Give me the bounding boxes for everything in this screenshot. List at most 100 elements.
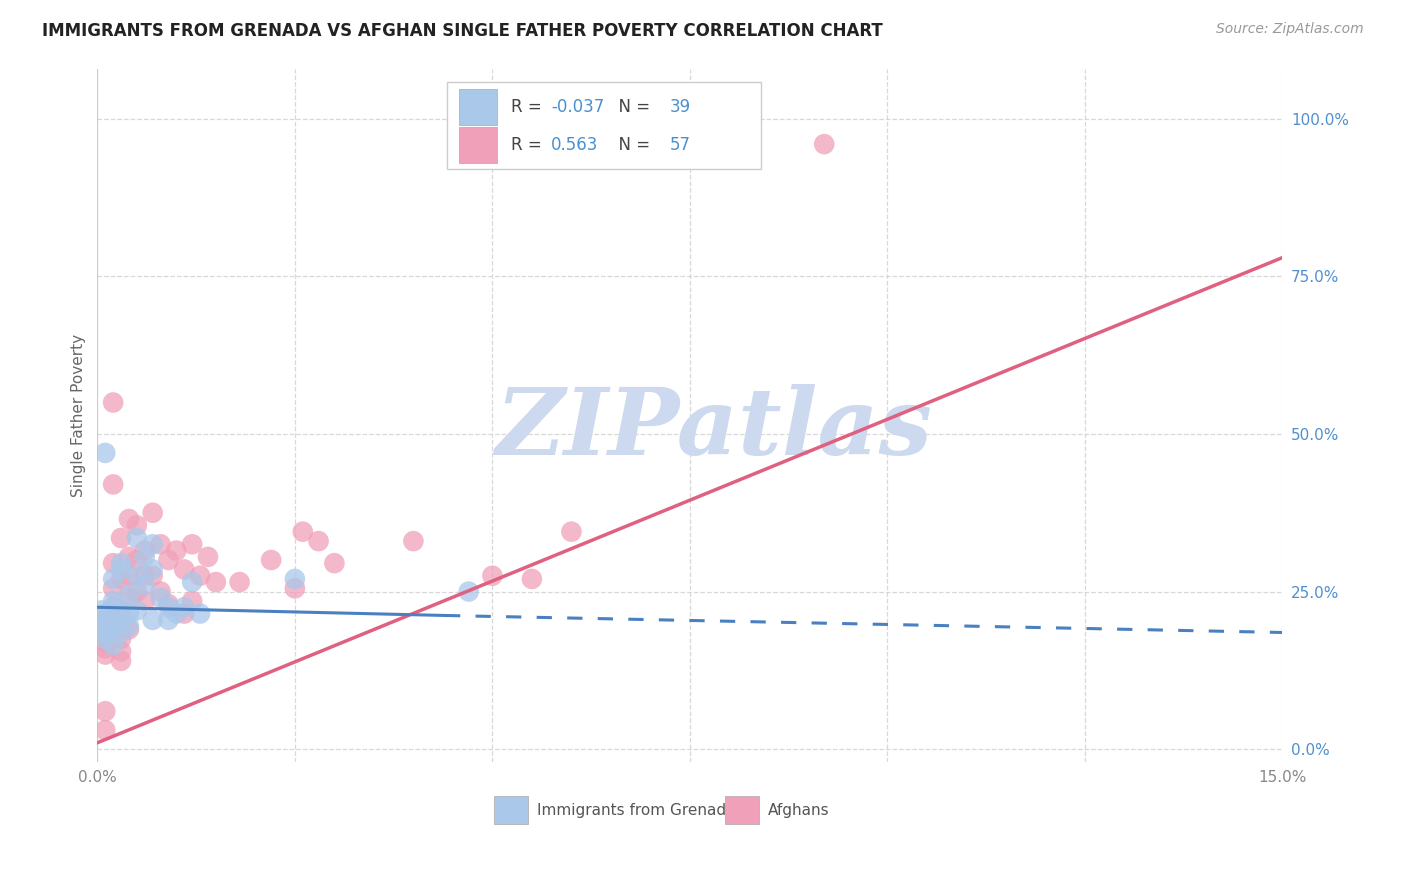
Point bbox=[110, 654, 132, 668]
Point bbox=[205, 575, 228, 590]
Point bbox=[149, 591, 172, 605]
Point bbox=[173, 562, 195, 576]
Point bbox=[134, 578, 156, 592]
FancyBboxPatch shape bbox=[458, 127, 496, 162]
Point bbox=[188, 568, 211, 582]
FancyBboxPatch shape bbox=[495, 797, 527, 824]
Text: Source: ZipAtlas.com: Source: ZipAtlas.com bbox=[1216, 22, 1364, 37]
Point bbox=[520, 572, 543, 586]
Point bbox=[173, 607, 195, 621]
Point bbox=[149, 537, 172, 551]
Point bbox=[101, 600, 124, 615]
Point bbox=[94, 632, 117, 646]
Point bbox=[134, 594, 156, 608]
Point bbox=[110, 644, 132, 658]
Point bbox=[197, 549, 219, 564]
Point bbox=[291, 524, 314, 539]
Text: N =: N = bbox=[609, 97, 655, 116]
Point bbox=[101, 638, 124, 652]
Point bbox=[125, 568, 148, 582]
Point bbox=[560, 524, 582, 539]
Point bbox=[142, 568, 165, 582]
Text: R =: R = bbox=[510, 97, 547, 116]
Point bbox=[157, 597, 180, 611]
Point bbox=[157, 600, 180, 615]
Text: 0.563: 0.563 bbox=[551, 136, 599, 153]
Point bbox=[118, 623, 141, 637]
Point bbox=[260, 553, 283, 567]
Text: Immigrants from Grenada: Immigrants from Grenada bbox=[537, 803, 735, 818]
Point bbox=[134, 549, 156, 564]
Point bbox=[142, 613, 165, 627]
Point bbox=[134, 568, 156, 582]
Point bbox=[101, 556, 124, 570]
Point bbox=[101, 594, 124, 608]
Point bbox=[125, 518, 148, 533]
Point bbox=[457, 584, 479, 599]
Point bbox=[101, 477, 124, 491]
Point bbox=[284, 572, 307, 586]
Point bbox=[181, 594, 204, 608]
Text: ZIPatlas: ZIPatlas bbox=[495, 384, 932, 474]
Text: N =: N = bbox=[609, 136, 655, 153]
Point bbox=[101, 582, 124, 596]
Point bbox=[94, 648, 117, 662]
Point bbox=[101, 619, 124, 633]
Point bbox=[101, 615, 124, 630]
Point bbox=[181, 575, 204, 590]
Point bbox=[94, 613, 117, 627]
Point bbox=[110, 603, 132, 617]
Point bbox=[101, 395, 124, 409]
Point bbox=[110, 613, 132, 627]
Point bbox=[228, 575, 250, 590]
Point bbox=[94, 446, 117, 460]
Point bbox=[101, 572, 124, 586]
Point bbox=[165, 543, 187, 558]
Point bbox=[94, 607, 117, 621]
Point bbox=[110, 632, 132, 646]
Point bbox=[181, 537, 204, 551]
Point bbox=[94, 625, 117, 640]
Point bbox=[813, 137, 835, 152]
Point bbox=[94, 635, 117, 649]
Point bbox=[125, 603, 148, 617]
Text: IMMIGRANTS FROM GRENADA VS AFGHAN SINGLE FATHER POVERTY CORRELATION CHART: IMMIGRANTS FROM GRENADA VS AFGHAN SINGLE… bbox=[42, 22, 883, 40]
Point bbox=[481, 568, 503, 582]
Point bbox=[90, 615, 112, 630]
Point bbox=[94, 619, 117, 633]
Point bbox=[110, 625, 132, 640]
Point bbox=[94, 641, 117, 656]
Point bbox=[94, 629, 117, 643]
Point bbox=[118, 549, 141, 564]
Text: 57: 57 bbox=[669, 136, 690, 153]
Point bbox=[101, 623, 124, 637]
Text: Afghans: Afghans bbox=[768, 803, 830, 818]
Point bbox=[125, 584, 148, 599]
Text: R =: R = bbox=[510, 136, 553, 153]
Point bbox=[165, 607, 187, 621]
FancyBboxPatch shape bbox=[447, 82, 761, 169]
Point bbox=[402, 534, 425, 549]
Text: 39: 39 bbox=[669, 97, 690, 116]
Point bbox=[323, 556, 346, 570]
Point bbox=[94, 704, 117, 718]
Point bbox=[157, 613, 180, 627]
Point bbox=[94, 619, 117, 633]
Point bbox=[157, 553, 180, 567]
Point bbox=[110, 531, 132, 545]
Point bbox=[90, 609, 112, 624]
Point bbox=[142, 506, 165, 520]
Point bbox=[173, 600, 195, 615]
Point bbox=[142, 537, 165, 551]
Point bbox=[118, 512, 141, 526]
Point bbox=[188, 607, 211, 621]
Point bbox=[118, 568, 141, 582]
Point bbox=[118, 607, 141, 621]
Point bbox=[110, 556, 132, 570]
Point bbox=[134, 543, 156, 558]
Point bbox=[142, 562, 165, 576]
Point bbox=[284, 582, 307, 596]
Point bbox=[125, 553, 148, 567]
Point bbox=[118, 588, 141, 602]
Point bbox=[149, 584, 172, 599]
